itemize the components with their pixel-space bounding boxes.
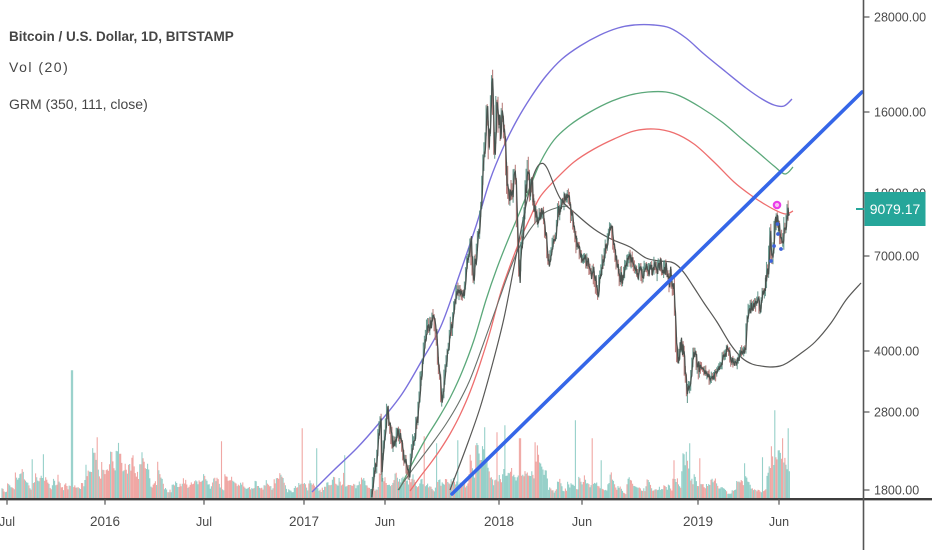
svg-text:9079.17: 9079.17 [870,201,921,217]
svg-text:16000.00: 16000.00 [874,105,926,119]
svg-text:Jul: Jul [196,515,212,529]
svg-text:GRM (350, 111, close): GRM (350, 111, close) [9,96,148,112]
svg-text:Jul: Jul [0,515,15,529]
svg-text:1800.00: 1800.00 [874,483,919,497]
svg-text:7000.00: 7000.00 [874,249,919,263]
svg-text:2019: 2019 [683,514,713,529]
svg-text:Vol (20): Vol (20) [9,59,69,75]
svg-text:2800.00: 2800.00 [874,405,919,419]
svg-text:2018: 2018 [484,514,514,529]
svg-text:4000.00: 4000.00 [874,344,919,358]
svg-text:Bitcoin / U.S. Dollar, 1D, BIT: Bitcoin / U.S. Dollar, 1D, BITSTAMP [9,29,234,44]
svg-text:2017: 2017 [289,514,319,529]
svg-text:Jun: Jun [375,515,395,529]
svg-text:Jun: Jun [572,515,592,529]
svg-text:2016: 2016 [90,514,120,529]
svg-text:Jun: Jun [769,515,789,529]
svg-text:28000.00: 28000.00 [874,10,926,24]
